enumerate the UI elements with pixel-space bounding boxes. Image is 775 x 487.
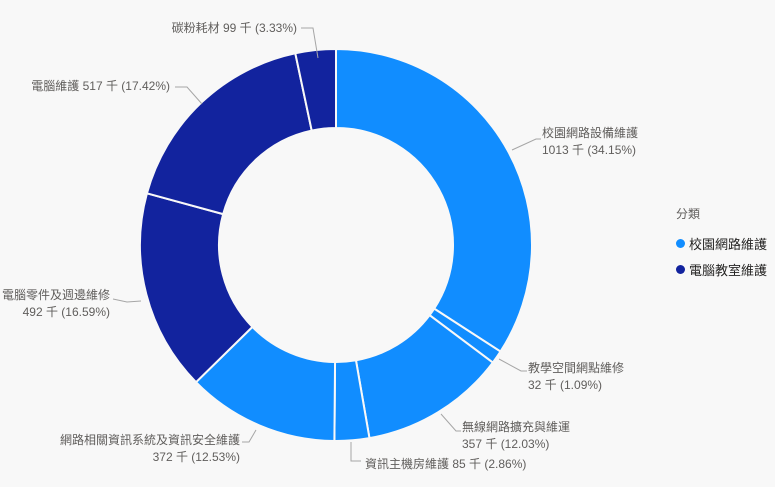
leader-line-server-room xyxy=(350,442,361,462)
slice-label-value: 372 千 (12.53%) xyxy=(152,450,240,464)
slice-label-computer-parts-peripherals: 電腦零件及週邊維修 492 千 (16.59%) xyxy=(2,287,110,321)
leader-line-campus-network-equipment xyxy=(511,138,541,151)
slice-label-teaching-space-port-repair: 教學空間網點維修 32 千 (1.09%) xyxy=(528,360,624,394)
legend-bullet-icon xyxy=(676,238,685,248)
slice-label-name: 網路相關資訊系統及資訊安全維護 xyxy=(59,433,240,447)
legend-item-label: 校園網路維護 xyxy=(689,236,768,252)
slice-label-value: 32 千 (1.09%) xyxy=(528,378,603,392)
leader-line-wireless-network xyxy=(440,413,461,432)
slice-label-server-room: 資訊主機房維護 85 千 (2.86%) xyxy=(365,456,526,473)
slice-label-computer-maintenance: 電腦維護 517 千 (17.42%) xyxy=(31,78,170,95)
donut-slice-8[interactable] xyxy=(294,47,337,132)
leader-line-computer-maintenance xyxy=(175,86,203,105)
legend-bullet-icon xyxy=(676,264,685,274)
slice-label-name: 電腦維護 517 千 (17.42%) xyxy=(31,79,170,93)
slice-label-name: 資訊主機房維護 85 千 (2.86%) xyxy=(365,457,527,471)
donut-slice-7[interactable] xyxy=(145,52,313,216)
legend-title: 分類 xyxy=(676,207,701,221)
slice-label-name: 校園網路設備維護 xyxy=(542,126,639,140)
slice-label-campus-network-equipment: 校園網路設備維護 1013 千 (34.15%) xyxy=(542,125,638,159)
slice-label-wireless-network: 無線網路擴充與維運 357 千 (12.03%) xyxy=(462,419,570,453)
donut-slice-1[interactable] xyxy=(335,47,533,353)
legend: 分類 校園網路維護 電腦教室維護 xyxy=(676,206,767,282)
legend-item-label: 電腦教室維護 xyxy=(689,262,768,278)
donut-slices-group xyxy=(139,47,533,442)
leader-line-network-info-security xyxy=(242,429,257,443)
leader-line-computer-parts-peripherals xyxy=(112,298,142,303)
leader-lines-group xyxy=(112,27,541,462)
slice-label-toner-supplies: 碳粉耗材 99 千 (3.33%) xyxy=(172,20,297,37)
legend-item-campus-network[interactable]: 校園網路維護 xyxy=(676,230,767,256)
slice-label-network-info-security: 網路相關資訊系統及資訊安全維護 372 千 (12.53%) xyxy=(60,432,240,466)
slice-label-value: 492 千 (16.59%) xyxy=(22,305,110,319)
leader-line-teaching-space-port-repair xyxy=(498,358,527,372)
legend-item-computer-classroom[interactable]: 電腦教室維護 xyxy=(676,256,767,282)
slice-label-name: 無線網路擴充與維運 xyxy=(462,420,571,434)
slice-label-name: 教學空間網點維修 xyxy=(528,361,625,375)
slice-label-value: 357 千 (12.03%) xyxy=(462,437,550,451)
leader-line-toner-supplies xyxy=(301,27,319,59)
slice-label-name: 碳粉耗材 99 千 (3.33%) xyxy=(171,21,297,35)
slice-label-name: 電腦零件及週邊維修 xyxy=(1,288,110,302)
slice-label-value: 1013 千 (34.15%) xyxy=(542,143,637,157)
